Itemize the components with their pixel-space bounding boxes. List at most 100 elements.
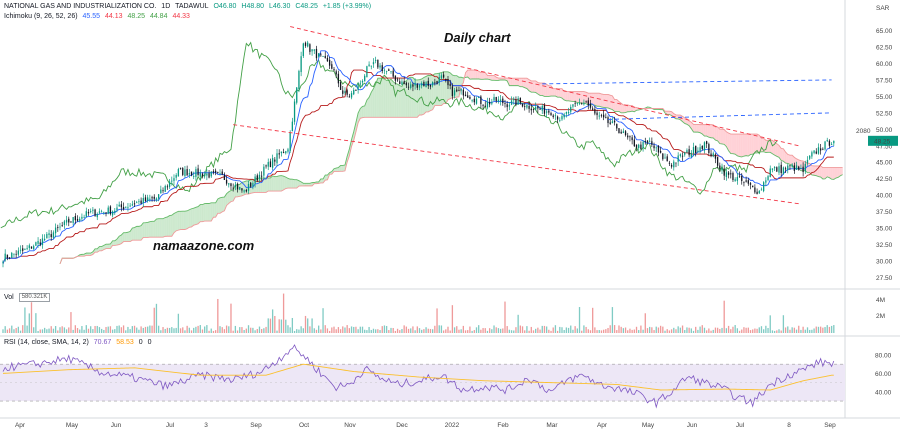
candle-body xyxy=(556,116,559,120)
volume-bar xyxy=(140,326,142,333)
candle-body xyxy=(559,119,561,121)
volume-bar xyxy=(787,326,789,333)
cloud-segment xyxy=(535,80,539,95)
volume-bar xyxy=(723,300,725,333)
candle-body xyxy=(282,152,285,153)
volume-bar xyxy=(673,327,675,333)
cloud-segment xyxy=(265,177,269,193)
candle-body xyxy=(287,149,289,152)
volume-tick: 2M xyxy=(876,313,885,320)
candle-body xyxy=(302,43,304,57)
volume-bar xyxy=(131,326,133,333)
cloud-segment xyxy=(627,104,631,112)
volume-bar xyxy=(690,328,692,333)
volume-legend[interactable]: Vol 580.321K xyxy=(4,293,53,302)
cloud-segment xyxy=(781,148,784,162)
symbol-name[interactable]: NATIONAL GAS AND INDUSTRIALIZATION CO. xyxy=(4,3,157,10)
volume-bar xyxy=(745,327,747,333)
rsi-legend[interactable]: RSI (14, close, SMA, 14, 2) 70.67 58.53 … xyxy=(4,339,155,346)
current-price-badge-bg xyxy=(868,135,898,146)
cloud-segment xyxy=(167,215,170,237)
candle-body xyxy=(521,103,524,107)
candle-body xyxy=(460,88,462,91)
volume-bar xyxy=(653,330,655,333)
volume-bar xyxy=(76,328,79,333)
volume-bar xyxy=(225,325,228,333)
volume-bar xyxy=(530,326,532,333)
volume-bar xyxy=(778,329,780,333)
volume-bar xyxy=(570,325,572,333)
volume-bar xyxy=(473,330,475,333)
volume-bar xyxy=(416,326,418,333)
candle-body xyxy=(622,131,625,133)
cloud-segment xyxy=(471,69,475,80)
volume-bar xyxy=(475,327,478,333)
candle-body xyxy=(236,183,239,190)
candle-body xyxy=(328,59,331,66)
volume-bar xyxy=(499,328,502,333)
candle-body xyxy=(335,71,337,75)
candle-body xyxy=(782,167,785,175)
volume-bar xyxy=(22,325,24,333)
candle-body xyxy=(68,218,70,223)
candle-body xyxy=(754,187,756,193)
candle-body xyxy=(107,207,109,214)
volume-bar xyxy=(90,326,92,333)
candle-body xyxy=(747,180,749,184)
rsi-extra-value: 0 xyxy=(138,339,143,346)
time-tick: Sep xyxy=(824,422,836,429)
volume-bar xyxy=(587,329,589,333)
candle-body xyxy=(456,89,458,92)
volume-bar xyxy=(236,330,239,333)
volume-bar xyxy=(24,307,26,333)
candle-body xyxy=(214,170,217,173)
candle-body xyxy=(147,197,149,201)
cloud-segment xyxy=(132,227,135,241)
candle-body xyxy=(679,154,682,156)
candle-body xyxy=(673,161,675,168)
candle-body xyxy=(655,147,657,149)
candle-body xyxy=(607,117,609,124)
volume-bar xyxy=(679,327,682,333)
candle-body xyxy=(581,103,583,105)
volume-bar xyxy=(833,325,835,333)
candle-body xyxy=(688,149,690,156)
candle-body xyxy=(285,151,287,154)
candle-body xyxy=(780,164,782,173)
cloud-segment xyxy=(169,215,172,237)
candle-body xyxy=(267,162,269,167)
volume-bar xyxy=(136,327,138,333)
cloud-segment xyxy=(276,175,280,192)
volume-bar xyxy=(28,313,30,333)
candle-body xyxy=(458,90,460,91)
time-tick: Nov xyxy=(344,422,356,429)
cloud-segment xyxy=(180,211,183,230)
chart-title-annotation: Daily chart xyxy=(444,30,511,45)
volume-bar xyxy=(57,330,59,333)
candle-body xyxy=(324,55,326,59)
volume-bar xyxy=(68,327,70,333)
volume-bar xyxy=(254,330,256,333)
candle-body xyxy=(453,90,456,96)
volume-bar xyxy=(342,326,344,333)
candle-body xyxy=(350,93,353,98)
volume-bar xyxy=(193,327,195,333)
volume-bar xyxy=(528,330,530,333)
volume-bar xyxy=(388,330,390,333)
volume-bar xyxy=(824,327,826,333)
candle-body xyxy=(250,182,252,187)
candle-body xyxy=(127,206,129,208)
volume-bar xyxy=(828,326,831,333)
volume-bar xyxy=(767,327,769,333)
candle-body xyxy=(37,240,39,244)
volume-bar xyxy=(464,330,467,333)
volume-bar xyxy=(247,325,250,333)
volume-bar xyxy=(109,326,112,333)
ichimoku-legend[interactable]: Ichimoku (9, 26, 52, 26) 45.55 44.13 48.… xyxy=(4,13,193,20)
candle-body xyxy=(92,209,94,211)
candle-body xyxy=(131,204,133,206)
cloud-segment xyxy=(143,222,146,238)
candle-body xyxy=(157,194,160,199)
candle-body xyxy=(686,150,688,153)
